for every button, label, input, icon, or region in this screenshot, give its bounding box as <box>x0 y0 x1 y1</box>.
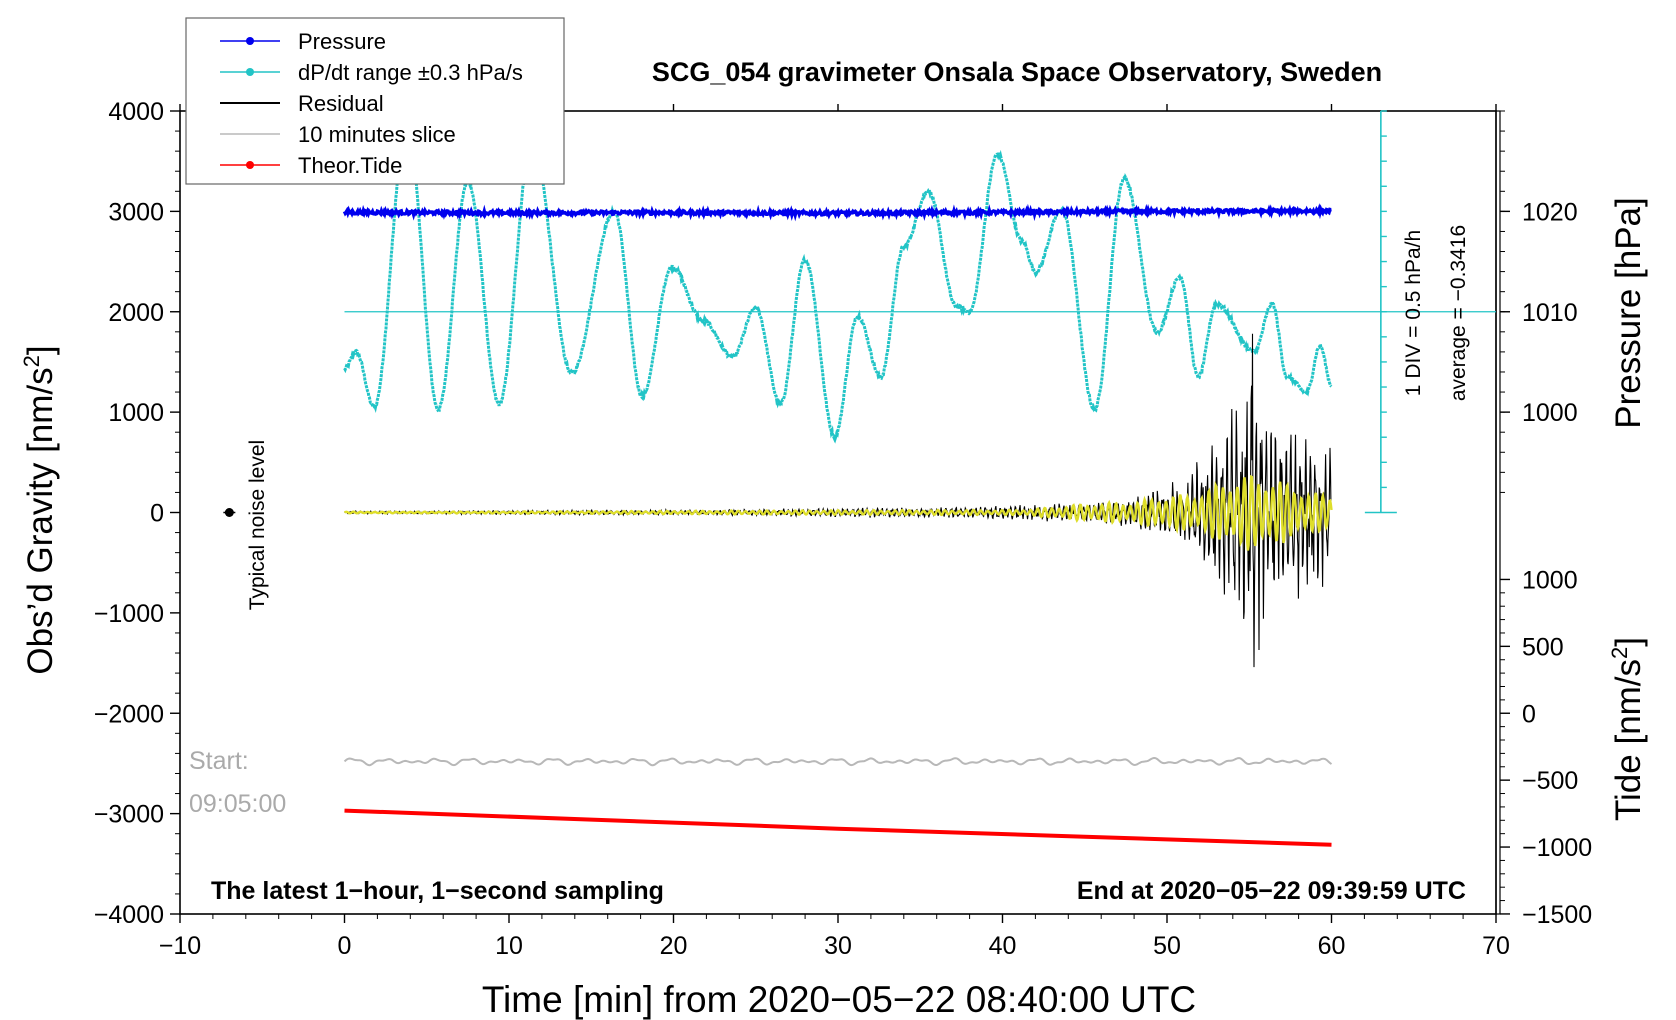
x-tick-label: 0 <box>338 932 352 960</box>
tide-tick-label: −1500 <box>1522 901 1592 929</box>
legend-marker <box>246 68 254 76</box>
legend-label: Theor.Tide <box>298 153 402 178</box>
start-label: Start: <box>189 747 249 775</box>
end-time-note: End at 2020−05−22 09:39:59 UTC <box>1077 877 1466 905</box>
dpdt-scale-bar <box>344 110 1496 514</box>
legend-marker <box>246 161 254 169</box>
y-tick-label: −2000 <box>94 700 164 728</box>
x-tick-label: 50 <box>1153 932 1181 960</box>
y-tick-label: 3000 <box>108 198 164 226</box>
legend-label: dP/dt range ±0.3 hPa/s <box>298 60 523 85</box>
y-tick-label: 2000 <box>108 299 164 327</box>
noise-level-marker <box>223 508 236 517</box>
legend-box <box>185 17 565 185</box>
x-tick-label: 70 <box>1482 932 1510 960</box>
y-tick-label: 0 <box>150 500 164 528</box>
tide-tick-label: 0 <box>1522 700 1536 728</box>
pressure-tick-label: 1000 <box>1522 399 1578 427</box>
y-axis-gravity: 4000 3000 2000 1000 0 −1000 −2000 −3000 −4000 <box>94 98 180 929</box>
y-tick-label: 4000 <box>108 98 164 126</box>
pressure-tick-label: 1020 <box>1522 198 1578 226</box>
scale-div-label: 1 DIV = 0.5 hPa/h <box>1402 230 1425 396</box>
y-tick-label: 1000 <box>108 399 164 427</box>
noise-level-label: Typical noise level <box>246 440 269 610</box>
tide-tick-label: −500 <box>1522 767 1578 795</box>
y-axis-label-tide: Tide [nm/s2] <box>1607 637 1648 821</box>
series-pressure <box>342 203 1332 222</box>
start-time-label: 09:05:00 <box>189 790 286 818</box>
y-tick-label: −3000 <box>94 801 164 829</box>
legend: Pressure dP/dt range ±0.3 hPa/s Residual 10… <box>185 17 565 185</box>
x-tick-label: 20 <box>660 932 688 960</box>
x-tick-label: 60 <box>1318 932 1346 960</box>
tide-tick-label: 1000 <box>1522 566 1578 594</box>
legend-marker <box>246 37 254 45</box>
noise-point <box>224 508 234 517</box>
legend-label: 10 minutes slice <box>298 122 456 147</box>
x-axis-label: Time [min] from 2020−05−22 08:40:00 UTC <box>482 979 1196 1020</box>
tide-tick-label: 500 <box>1522 633 1564 661</box>
x-tick-label: 10 <box>495 932 523 960</box>
scale-average-label: average = −0.3416 <box>1447 225 1470 401</box>
legend-label: Residual <box>298 91 384 116</box>
right-axis-strip <box>1495 110 1501 915</box>
x-tick-label: 30 <box>824 932 852 960</box>
y-axis-label-pressure: Pressure [hPa] <box>1609 197 1648 429</box>
pressure-tick-label: 1010 <box>1522 299 1578 327</box>
series-theoretical-tide <box>344 808 1332 847</box>
x-axis: −10 0 10 20 30 40 50 60 70 <box>159 104 1510 960</box>
y-tick-label: −4000 <box>94 901 164 929</box>
series-residual-smoothed <box>343 474 1333 551</box>
y-axis-tide: 1000 500 0 −500 −1000 −1500 <box>1500 566 1592 929</box>
y-axis-pressure: 1020 1010 1000 <box>1500 110 1578 493</box>
chart-title: SCG_054 gravimeter Onsala Space Observat… <box>652 57 1382 87</box>
y-axis-label-gravity: Obs’d Gravity [nm/s2] <box>19 345 60 674</box>
series-layer <box>342 120 1333 847</box>
series-10-minute-slice <box>343 757 1333 767</box>
x-tick-label: 40 <box>989 932 1017 960</box>
sampling-note: The latest 1−hour, 1−second sampling <box>211 877 664 905</box>
tide-tick-label: −1000 <box>1522 834 1592 862</box>
legend-label: Pressure <box>298 29 386 54</box>
series-dpdt <box>343 120 1333 444</box>
x-tick-label: −10 <box>159 932 201 960</box>
y-tick-label: −1000 <box>94 600 164 628</box>
